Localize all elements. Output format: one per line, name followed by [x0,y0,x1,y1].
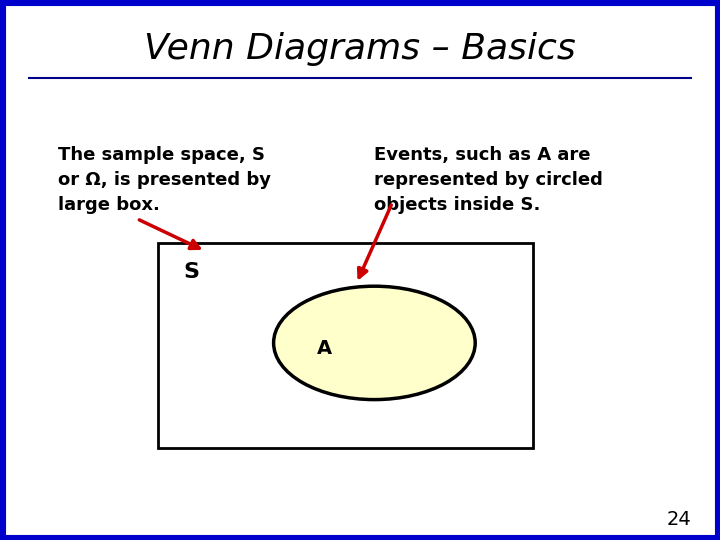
Bar [158,243,533,448]
Text: The sample space, S
or Ω, is presented by
large box.: The sample space, S or Ω, is presented b… [58,146,271,214]
Text: Venn Diagrams – Basics: Venn Diagrams – Basics [144,32,576,65]
Ellipse shape [274,286,475,400]
Text: A: A [317,339,332,358]
Text: Events, such as A are
represented by circled
objects inside S.: Events, such as A are represented by cir… [374,146,603,214]
Text: 24: 24 [667,510,691,529]
Text: S: S [184,262,199,282]
